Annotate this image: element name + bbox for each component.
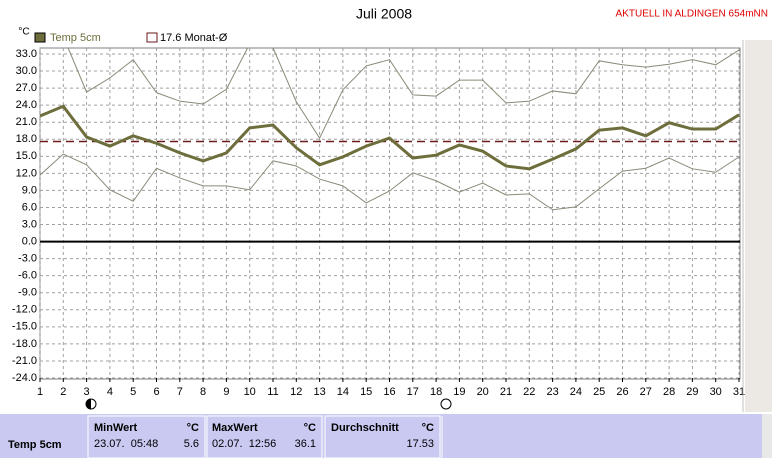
x-tick-label: 11: [267, 386, 278, 398]
y-tick-label: 27.0: [16, 82, 37, 94]
stats-row-label: Temp 5cm: [8, 439, 62, 451]
stats-header: MaxWert: [212, 422, 258, 434]
x-tick-label: 4: [107, 386, 113, 398]
x-tick-label: 29: [686, 386, 698, 398]
x-tick-label: 15: [360, 386, 372, 398]
x-tick-label: 30: [710, 386, 722, 398]
y-tick-label: -3.0: [18, 253, 37, 265]
y-tick-label: -15.0: [12, 321, 37, 333]
x-tick-label: 21: [500, 386, 512, 398]
y-tick-label: 3.0: [22, 218, 37, 230]
x-tick-label: 8: [200, 386, 206, 398]
series-line: [40, 104, 740, 171]
legend-swatch: [146, 32, 158, 43]
x-tick-label: 16: [383, 386, 395, 398]
stats-header: Durchschnitt: [331, 422, 399, 434]
y-tick-label: 33.0: [16, 48, 37, 60]
y-tick-label: 18.0: [16, 133, 37, 145]
stats-unit: °C: [304, 422, 316, 434]
y-tick-label: 15.0: [16, 150, 37, 162]
moon-icon: [86, 399, 91, 409]
x-tick-label: 2: [60, 386, 66, 398]
x-tick-label: 9: [223, 386, 229, 398]
side-panel: [745, 40, 772, 412]
legend: Temp 5cm 17.6 Monat-Ø: [34, 32, 228, 44]
y-tick-label: -12.0: [12, 304, 37, 316]
stats-unit: °C: [422, 422, 434, 434]
stats-value: 5.6: [184, 438, 199, 450]
stats-date: 02.07. 12:56: [212, 438, 276, 450]
x-tick-label: 3: [84, 386, 90, 398]
x-tick-label: 10: [244, 386, 256, 398]
y-tick-label: 9.0: [22, 184, 37, 196]
legend-swatch: [34, 32, 46, 43]
stats-date: 23.07. 05:48: [94, 438, 158, 450]
y-tick-label: 0.0: [22, 235, 37, 247]
y-tick-label: 24.0: [16, 99, 37, 111]
stats-value: 36.1: [295, 438, 316, 450]
y-tick-label: 6.0: [22, 201, 37, 213]
stats-cell: [206, 415, 323, 458]
x-tick-label: 7: [177, 386, 183, 398]
x-tick-label: 26: [616, 386, 628, 398]
y-tick-label: 21.0: [16, 116, 37, 128]
y-tick-label: -9.0: [18, 287, 37, 299]
y-tick-label: -24.0: [12, 372, 37, 384]
legend-label: 17.6 Monat-Ø: [160, 32, 228, 44]
y-tick-label: -21.0: [12, 355, 37, 367]
y-tick-label: -6.0: [18, 270, 37, 282]
y-tick-label: 30.0: [16, 65, 37, 77]
x-tick-label: 27: [640, 386, 652, 398]
x-tick-label: 18: [430, 386, 442, 398]
x-tick-label: 19: [453, 386, 465, 398]
stats-cell: [324, 415, 441, 458]
scrollbar: [762, 414, 772, 458]
x-tick-label: 24: [570, 386, 582, 398]
x-tick-label: 20: [477, 386, 489, 398]
x-tick-label: 12: [290, 386, 302, 398]
x-tick-label: 14: [337, 386, 349, 398]
x-tick-label: 22: [523, 386, 535, 398]
x-tick-label: 5: [130, 386, 136, 398]
series-line: [40, 153, 740, 211]
moon-icon: [440, 398, 452, 410]
x-tick-label: 1: [37, 386, 43, 398]
y-axis-label: °C: [18, 27, 29, 38]
x-tick-label: 28: [663, 386, 675, 398]
plot-layer: 33.030.027.024.021.018.015.012.09.06.03.…: [12, 48, 745, 398]
stats-cell: [87, 415, 206, 458]
stats-unit: °C: [187, 422, 199, 434]
chart-subtitle: AKTUELL IN ALDINGEN 654mNN: [616, 9, 768, 20]
series-line: [67, 48, 740, 140]
x-tick-label: 17: [407, 386, 419, 398]
x-tick-label: 6: [153, 386, 159, 398]
y-tick-label: 12.0: [16, 167, 37, 179]
x-tick-label: 31: [733, 386, 745, 398]
stats-value: 17.53: [406, 438, 434, 450]
y-tick-label: -18.0: [12, 338, 37, 350]
x-tick-label: 23: [546, 386, 558, 398]
x-tick-label: 25: [593, 386, 605, 398]
chart-title: Juli 2008: [356, 6, 412, 22]
stats-header: MinWert: [94, 422, 138, 434]
legend-label: Temp 5cm: [50, 32, 101, 44]
x-tick-label: 13: [313, 386, 325, 398]
